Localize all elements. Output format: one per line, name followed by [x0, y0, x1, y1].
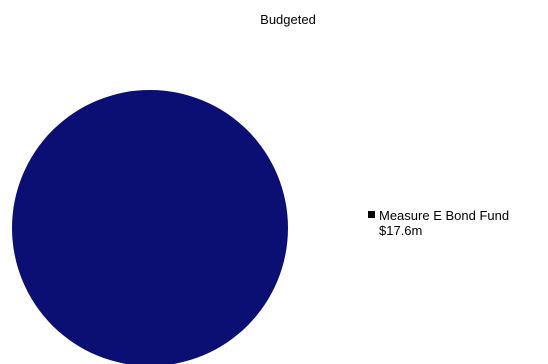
legend-marker-0 — [368, 211, 375, 218]
pie-slices — [12, 90, 288, 364]
legend-label-0: Measure E Bond Fund — [379, 208, 509, 223]
pie-slice-0 — [12, 90, 288, 364]
legend-value-0: $17.6m — [379, 223, 422, 238]
legend: Measure E Bond Fund$17.6m — [368, 208, 509, 238]
chart-title: Budgeted — [260, 12, 316, 27]
